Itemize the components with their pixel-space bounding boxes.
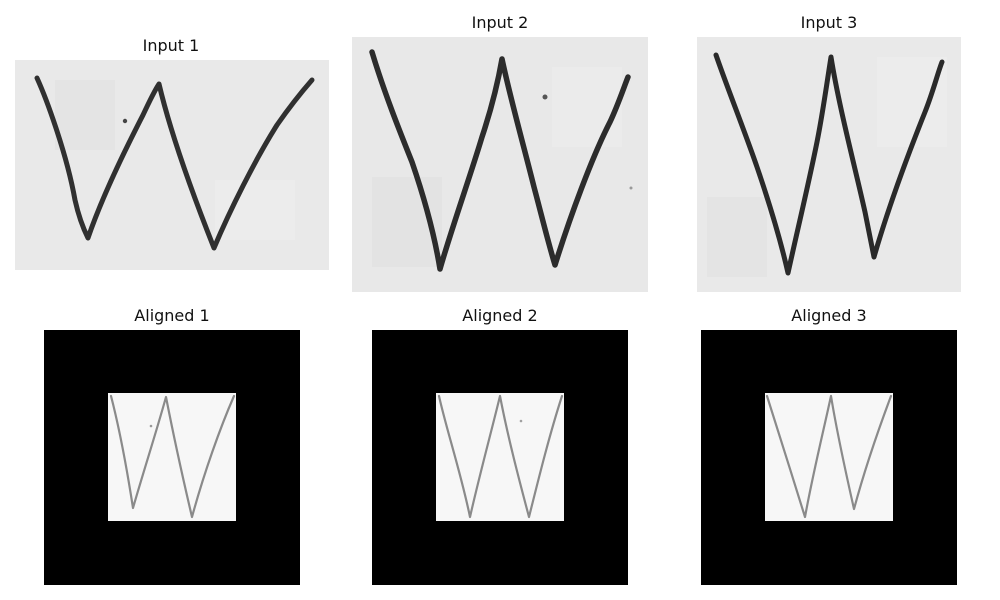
handwritten-w-glyph-2 xyxy=(352,37,648,292)
aligned-w-glyph-3 xyxy=(765,394,893,519)
input-2-title: Input 2 xyxy=(471,13,529,32)
input-3-title: Input 3 xyxy=(800,13,858,32)
handwritten-w-glyph-3 xyxy=(697,37,961,292)
aligned-3-title: Aligned 3 xyxy=(791,306,867,325)
aligned-2-title: Aligned 2 xyxy=(462,306,538,325)
input-3-image xyxy=(697,37,961,292)
input-2-image xyxy=(352,37,648,292)
aligned-w-glyph-1 xyxy=(109,394,236,519)
aligned-1-image xyxy=(44,330,300,585)
aligned-1-title: Aligned 1 xyxy=(134,306,210,325)
input-1-title: Input 1 xyxy=(142,36,200,55)
aligned-2-image xyxy=(372,330,628,585)
aligned-3-patch xyxy=(765,393,893,521)
aligned-1-patch xyxy=(108,393,236,521)
input-1-image xyxy=(15,60,329,270)
aligned-w-glyph-2 xyxy=(437,394,564,519)
handwritten-w-glyph-1 xyxy=(15,60,329,270)
aligned-2-patch xyxy=(436,393,564,521)
aligned-3-image xyxy=(701,330,957,585)
